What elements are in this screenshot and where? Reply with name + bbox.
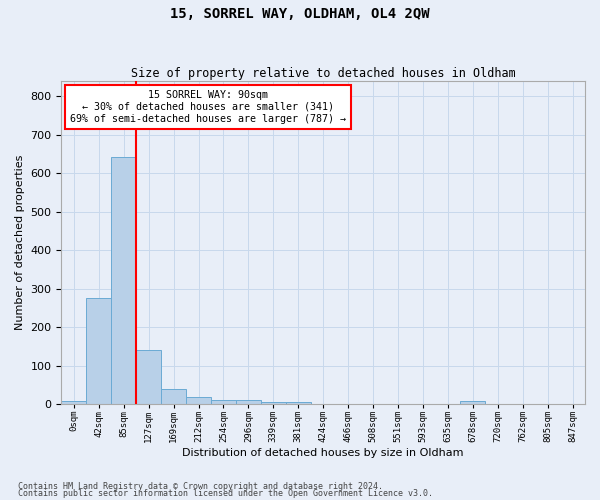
Bar [261,402,286,404]
Bar [86,298,111,404]
Bar [136,350,161,404]
Text: 15, SORREL WAY, OLDHAM, OL4 2QW: 15, SORREL WAY, OLDHAM, OL4 2QW [170,8,430,22]
Text: Contains public sector information licensed under the Open Government Licence v3: Contains public sector information licen… [18,490,433,498]
Y-axis label: Number of detached properties: Number of detached properties [15,154,25,330]
Bar [460,401,485,404]
Title: Size of property relative to detached houses in Oldham: Size of property relative to detached ho… [131,66,515,80]
Bar [236,400,261,404]
Bar [211,400,236,404]
X-axis label: Distribution of detached houses by size in Oldham: Distribution of detached houses by size … [182,448,464,458]
Bar [286,402,311,404]
Bar [111,156,136,404]
Text: 15 SORREL WAY: 90sqm
← 30% of detached houses are smaller (341)
69% of semi-deta: 15 SORREL WAY: 90sqm ← 30% of detached h… [70,90,346,124]
Bar [61,401,86,404]
Text: Contains HM Land Registry data © Crown copyright and database right 2024.: Contains HM Land Registry data © Crown c… [18,482,383,491]
Bar [186,397,211,404]
Bar [161,388,186,404]
